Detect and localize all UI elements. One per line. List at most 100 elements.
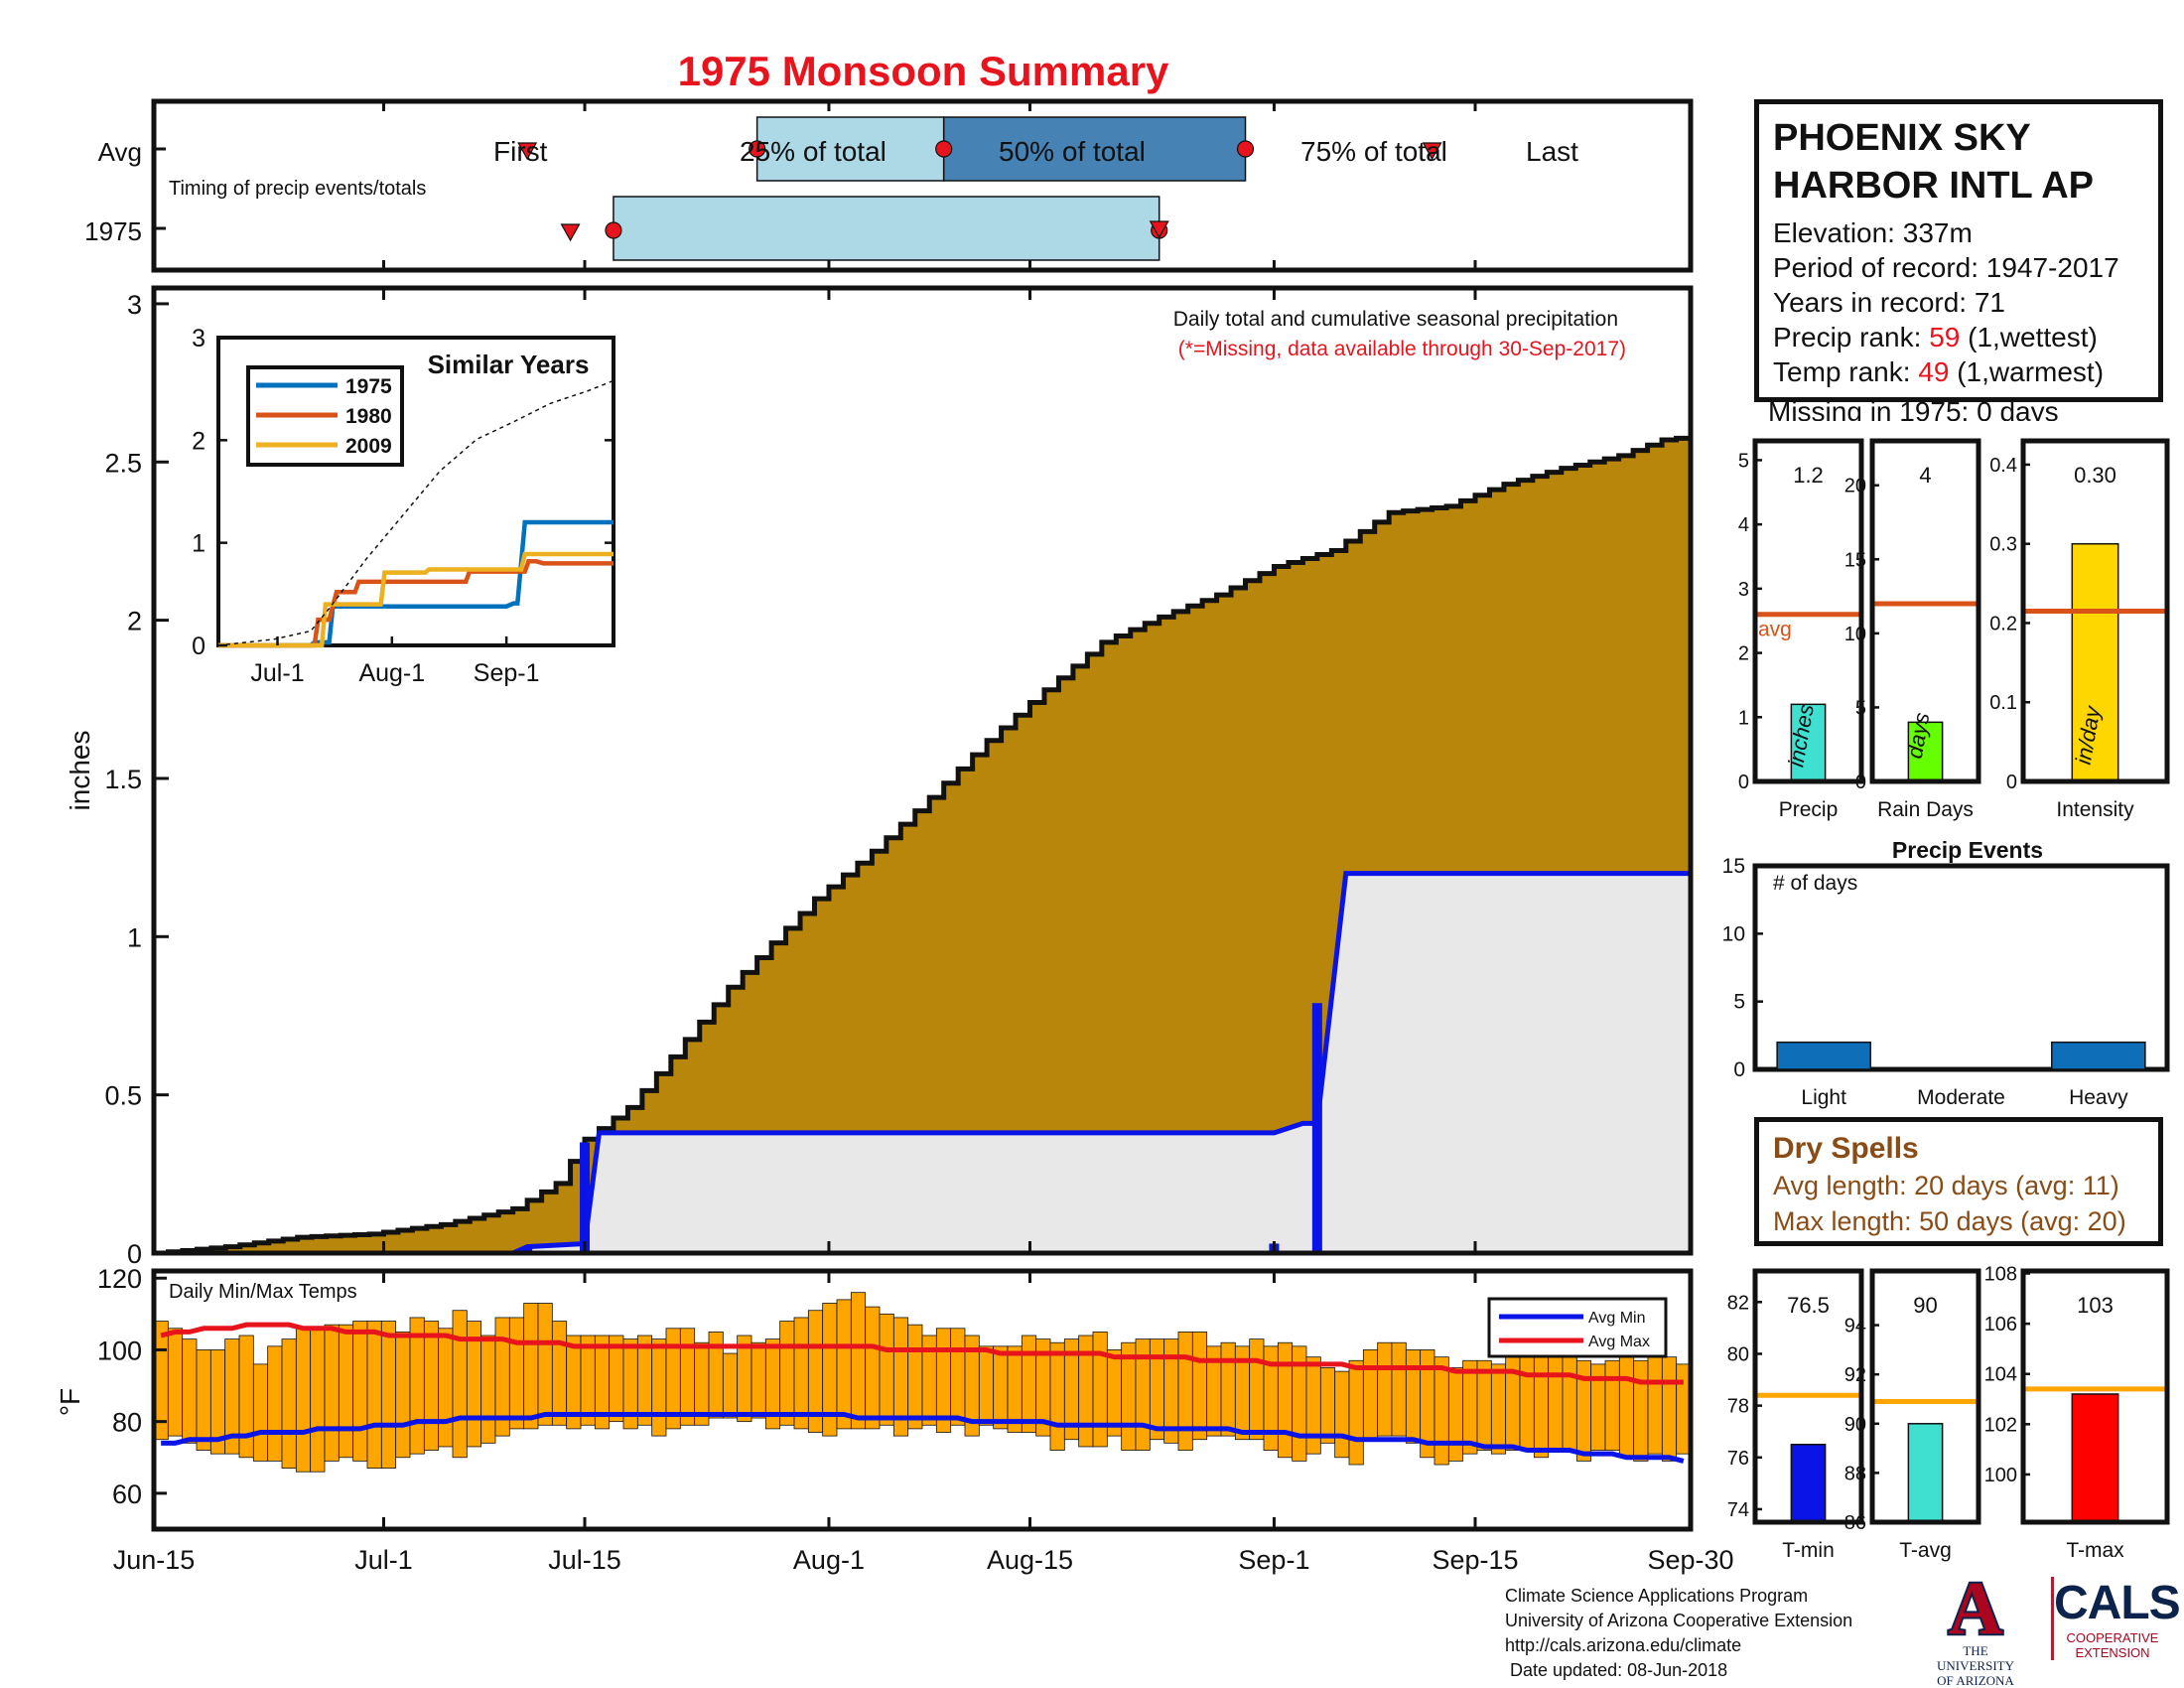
temp-rank-value: 49 [1918, 356, 1950, 387]
daily-temp-bar [167, 1328, 184, 1437]
cals-logo-sub1: COOPERATIVE [2066, 1630, 2159, 1645]
timing-panel: Avg 1975 Timing of precip events/totals … [84, 98, 1694, 273]
daily-temp-bar [1519, 1349, 1535, 1451]
precip-events-note: # of days [1773, 872, 1857, 895]
mini-panel-tick-label: 78 [1727, 1396, 1749, 1418]
dry-spells-max-length: Max length: 50 days (avg: 20) [1773, 1206, 2126, 1236]
daily-temp-bar [508, 1317, 525, 1430]
daily-temp-bar [836, 1299, 852, 1430]
precip-missing-note: (*=Missing, data available through 30-Se… [1178, 338, 1626, 360]
station-elevation: Elevation: 337m [1773, 217, 1973, 248]
date-x-tick-label: Jul-1 [354, 1545, 413, 1575]
precip-rank: Precip rank: 59 (1,wettest) [1773, 320, 2144, 354]
mini-panel-tick-label: 0.3 [1989, 534, 2017, 556]
mini-panel-tick-label: 90 [1844, 1414, 1866, 1436]
daily-temp-bar [1548, 1349, 1564, 1451]
mini-panel-tick-label: 106 [1984, 1314, 2017, 1336]
temp-y-tick-label: 80 [112, 1408, 142, 1438]
daily-temp-bar [395, 1331, 411, 1459]
temp-y-tick-label: 60 [112, 1479, 142, 1509]
precip-event-bar [1776, 1041, 1871, 1070]
mini-panel-frame [1869, 438, 1981, 784]
mini-panel-tick-label: 0 [1855, 772, 1866, 793]
inset-x-tick-label: Sep-1 [474, 659, 540, 687]
mini-panel-tick-label: 0 [1738, 772, 1749, 793]
daily-temp-bar [438, 1328, 454, 1448]
mini-panel-tick-label: 15 [1844, 549, 1866, 571]
daily-temp-bar [295, 1328, 312, 1473]
daily-temp-bar [1092, 1331, 1108, 1448]
mini-panel-tick-label: 80 [1727, 1343, 1749, 1365]
inset-legend-1980: 1980 [345, 405, 392, 428]
temp-rank-note: (1,warmest) [1957, 356, 2105, 387]
mini-panel-frame [1869, 1268, 1981, 1525]
footer-university: University of Arizona Cooperative Extens… [1505, 1611, 1853, 1630]
footer-url[interactable]: http://cals.arizona.edu/climate [1505, 1635, 1742, 1655]
mini-panel-bar [1790, 1444, 1827, 1523]
y1975-cumulative-area [154, 873, 1691, 1253]
temp-y-tick-label: 100 [97, 1336, 142, 1365]
date-x-tick-label: Sep-15 [1432, 1545, 1518, 1575]
avg-min-line [161, 1411, 1685, 1464]
precip-rank-value: 59 [1929, 322, 1961, 352]
daily-temp-bar [196, 1349, 211, 1451]
daily-temp-bar [1618, 1352, 1635, 1459]
daily-temp-bar [1334, 1370, 1350, 1459]
daily-temp-bar [651, 1338, 667, 1437]
daily-temp-bar [580, 1335, 596, 1426]
inset-x-tick-label: Jul-1 [250, 659, 304, 687]
mini-panel-tick-label: 5 [1855, 697, 1866, 719]
precip-y-axis: 0 0.5 1 1.5 2 2.5 3 [104, 288, 1693, 1269]
daily-temp-bar [1277, 1341, 1294, 1459]
daily-temp-bar [1490, 1363, 1507, 1455]
daily-temp-bar [182, 1338, 198, 1444]
mini-panel-value: 76.5 [1787, 1293, 1830, 1318]
precip-y-tick-label: 1.5 [104, 765, 142, 794]
mini-panel-tick-label: 0 [2006, 772, 2017, 793]
avg-cumulative-line [154, 435, 1694, 1256]
mini-panel-tick-label: 94 [1844, 1316, 1866, 1337]
avg-q25-marker [749, 140, 766, 158]
precip-y-label: inches [65, 731, 95, 811]
mini-panel-avg-label: avg [1758, 619, 1792, 641]
avg-q50-marker [935, 140, 953, 158]
daily-temp-bar [1604, 1359, 1620, 1451]
cals-logo: CALS COOPERATIVE EXTENSION [2051, 1577, 2181, 1660]
daily-temp-bar [865, 1306, 881, 1430]
daily-temp-bar [1447, 1367, 1464, 1462]
daily-temp-bar [352, 1321, 368, 1462]
mini-panel-tick-label: 104 [1984, 1364, 2017, 1386]
precip-event-tick-label: 15 [1722, 855, 1745, 878]
daily-temp-bar [879, 1313, 894, 1426]
station-info-box: PHOENIX SKY HARBOR INTL AP Elevation: 33… [1754, 99, 2163, 402]
temp-summary-bars: 76.57476788082T-min908688909294T-avg1031… [1727, 1264, 2170, 1562]
mini-panel-tick-label: 10 [1844, 624, 1866, 645]
inset-line-1980 [218, 559, 614, 648]
daily-temp-bar [310, 1328, 326, 1473]
temp-title: Daily Min/Max Temps [169, 1281, 357, 1303]
daily-temp-bar [907, 1324, 923, 1430]
y1975-cumulative-line [154, 871, 1691, 1256]
precip-note: Daily total and cumulative seasonal prec… [1173, 308, 1618, 331]
avg-first-marker [517, 142, 538, 161]
mini-panel-tick-label: 2 [1738, 643, 1749, 665]
daily-temp-bar [380, 1321, 397, 1470]
mini-panel-tick-label: 88 [1844, 1463, 1866, 1484]
daily-temp-bar [1362, 1349, 1379, 1441]
precip-event-label: Heavy [2069, 1086, 2128, 1109]
daily-temp-bar [1220, 1341, 1236, 1437]
footer-credits: Climate Science Applications Program Uni… [1505, 1584, 1852, 1683]
daily-temp-bar [1647, 1349, 1663, 1455]
daily-temp-bar [338, 1324, 354, 1459]
inset-plot-area: 0 1 2 3 Jul-1 Aug-1 Sep-1 [192, 325, 614, 687]
mini-panel-label: Intensity [2056, 798, 2134, 821]
daily-precip-bar [580, 1142, 591, 1253]
cals-logo-text: CALS [2054, 1577, 2181, 1629]
mini-panel-tick-label: 82 [1727, 1292, 1749, 1314]
date-x-tick-label: Jul-15 [548, 1545, 621, 1575]
daily-temp-bar [636, 1335, 653, 1426]
mini-panel-label: T-avg [1899, 1539, 1952, 1562]
footer-date-updated: Date updated: 08-Jun-2018 [1505, 1660, 1728, 1680]
daily-temp-bar [751, 1341, 766, 1419]
